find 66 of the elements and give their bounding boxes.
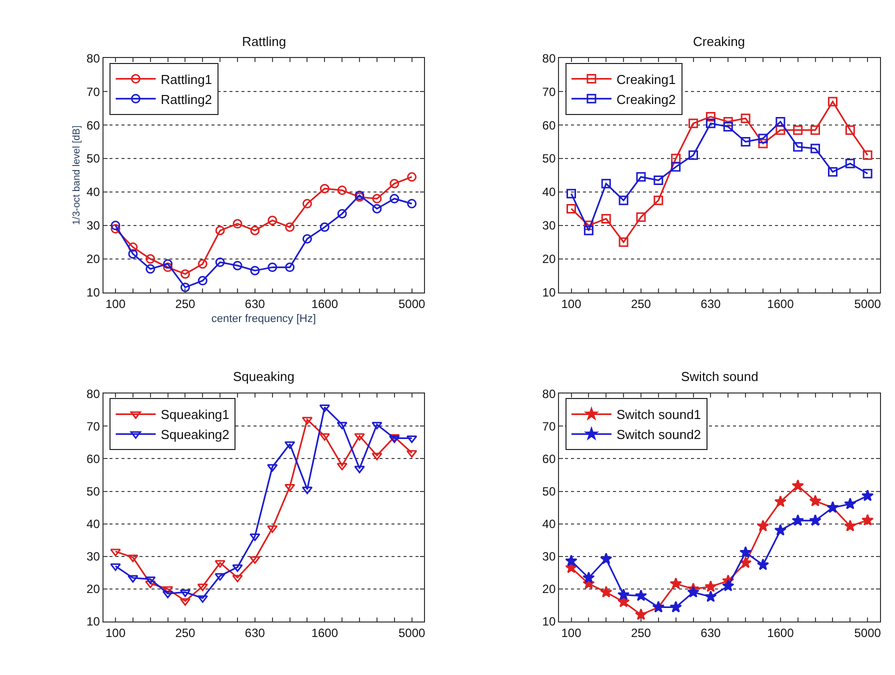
chart-title: Rattling <box>242 34 286 49</box>
y-tick-label: 30 <box>86 550 100 564</box>
x-tick-label: 100 <box>561 626 582 640</box>
x-tick-label: 630 <box>700 626 722 640</box>
legend-label: Rattling2 <box>160 92 212 107</box>
y-tick-label: 60 <box>86 452 100 466</box>
y-tick-label: 70 <box>542 84 556 99</box>
legend-label: Creaking2 <box>616 92 676 107</box>
x-tick-label: 5000 <box>398 296 426 311</box>
y-tick-label: 60 <box>542 452 556 466</box>
y-tick-label: 10 <box>86 614 100 629</box>
y-tick-label: 30 <box>86 218 100 233</box>
legend-label: Switch sound2 <box>616 427 702 442</box>
legend-label: Squeaking2 <box>160 427 230 442</box>
x-tick-label: 1600 <box>311 296 338 311</box>
y-tick-label: 70 <box>86 84 100 99</box>
y-tick-label: 50 <box>86 484 100 498</box>
legend-label: Creaking1 <box>616 72 676 87</box>
y-tick-label: 40 <box>542 517 556 532</box>
y-tick-label: 40 <box>542 185 556 200</box>
y-tick-label: 20 <box>86 582 100 596</box>
legend-label: Switch sound1 <box>616 407 702 422</box>
x-axis-title: center frequency [Hz] <box>211 312 316 325</box>
y-tick-label: 80 <box>542 51 556 66</box>
x-tick-label: 100 <box>561 296 582 311</box>
x-tick-label: 1600 <box>767 626 794 640</box>
x-tick-label: 5000 <box>854 626 882 640</box>
y-tick-label: 70 <box>86 419 100 434</box>
x-tick-label: 1600 <box>767 296 794 311</box>
x-tick-label: 100 <box>105 296 126 311</box>
y-tick-label: 30 <box>542 550 556 564</box>
y-tick-label: 10 <box>542 286 556 300</box>
y-tick-label: 30 <box>542 218 556 233</box>
x-tick-label: 5000 <box>854 296 882 311</box>
x-tick-label: 1600 <box>311 626 338 640</box>
chart-title: Switch sound <box>681 369 758 384</box>
y-tick-label: 50 <box>542 484 556 498</box>
y-tick-label: 80 <box>86 386 100 401</box>
x-tick-label: 630 <box>244 626 266 640</box>
legend-label: Rattling1 <box>160 72 212 87</box>
y-tick-label: 60 <box>542 118 556 132</box>
x-tick-label: 100 <box>105 626 126 640</box>
y-tick-label: 50 <box>542 152 556 166</box>
chart-title: Creaking <box>693 34 746 49</box>
y-tick-label: 20 <box>86 252 100 266</box>
y-tick-label: 40 <box>86 185 100 200</box>
x-tick-label: 630 <box>700 296 722 311</box>
x-tick-label: 250 <box>175 296 196 311</box>
y-tick-label: 20 <box>542 252 556 266</box>
y-tick-label: 60 <box>86 118 100 132</box>
legend-label: Squeaking1 <box>160 407 230 422</box>
chart-title: Squeaking <box>233 369 294 384</box>
x-tick-label: 250 <box>630 626 652 640</box>
y-axis-title: 1/3-oct band level [dB] <box>72 125 83 226</box>
y-tick-label: 80 <box>542 386 556 401</box>
y-tick-label: 70 <box>542 419 556 434</box>
x-tick-label: 250 <box>175 626 196 640</box>
x-tick-label: 630 <box>244 296 266 311</box>
y-tick-label: 20 <box>542 582 556 596</box>
y-tick-label: 80 <box>86 51 100 66</box>
y-tick-label: 40 <box>86 517 100 532</box>
x-tick-label: 250 <box>630 296 652 311</box>
y-tick-label: 50 <box>86 152 100 166</box>
y-tick-label: 10 <box>86 286 100 300</box>
x-tick-label: 5000 <box>398 626 426 640</box>
y-tick-label: 10 <box>542 614 556 629</box>
